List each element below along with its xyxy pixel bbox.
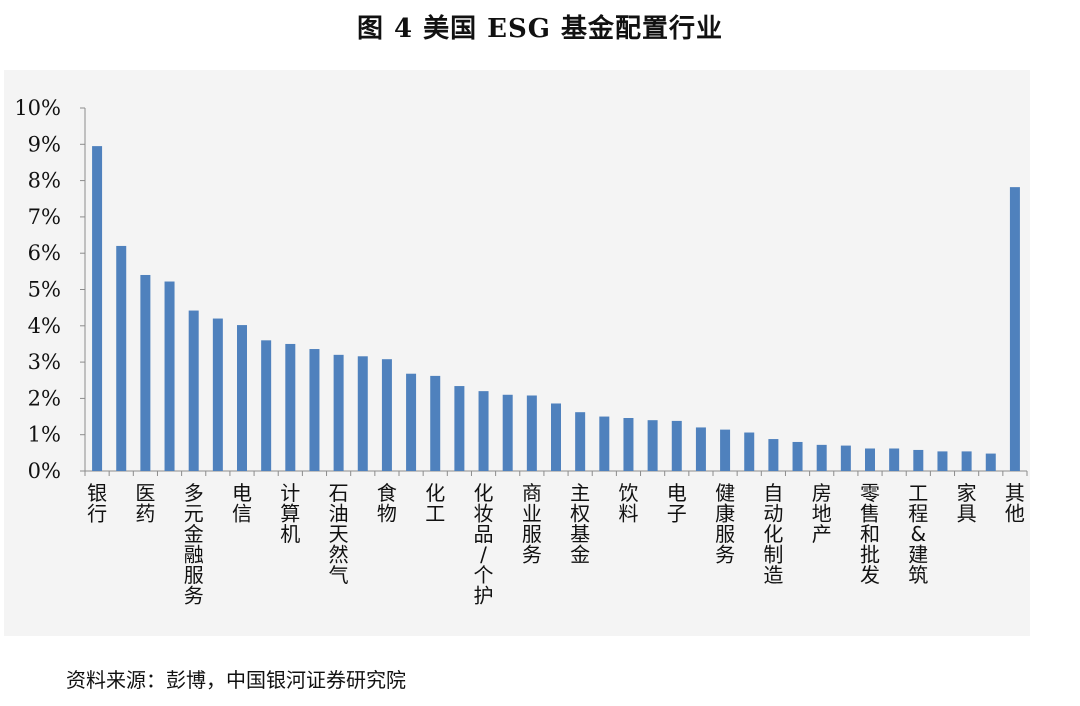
x-tick-label: 石油天然气 <box>329 481 349 587</box>
bar <box>671 420 682 471</box>
bar <box>502 394 513 471</box>
bar <box>744 432 755 471</box>
bar <box>865 448 875 471</box>
y-tick-label: 4% <box>28 314 61 338</box>
bar <box>188 310 199 471</box>
x-tick-label: 银行 <box>87 481 107 526</box>
bar <box>1009 187 1020 471</box>
x-tick-label: 房地产 <box>812 481 832 546</box>
x-tick-label: 自动化制造 <box>763 481 783 587</box>
bar <box>937 451 948 471</box>
bar <box>212 318 223 471</box>
x-tick-label: 商业服务 <box>522 481 542 567</box>
bar <box>309 349 320 471</box>
bar <box>406 373 417 471</box>
bar <box>333 354 344 471</box>
bar <box>961 451 972 471</box>
x-tick-label: 化妆品/个护 <box>474 481 494 608</box>
bar <box>647 420 658 471</box>
bar <box>551 403 561 471</box>
x-tick-label: 工程&建筑 <box>908 481 928 587</box>
bar <box>357 356 368 471</box>
bar <box>599 416 610 471</box>
bar <box>695 427 706 471</box>
x-tick-label: 家具 <box>957 481 977 526</box>
bar <box>237 325 247 471</box>
chart-title: 图 4 美国 ESG 基金配置行业 <box>356 14 724 44</box>
x-tick-label: 其他 <box>1005 481 1025 526</box>
y-tick-label: 5% <box>28 278 61 302</box>
bar <box>116 245 127 471</box>
y-tick-label: 2% <box>28 386 61 410</box>
bar <box>623 418 634 471</box>
x-tick-label: 化工 <box>425 481 445 526</box>
bar <box>164 281 175 471</box>
bar <box>430 375 441 471</box>
bar <box>526 395 537 471</box>
bar <box>454 386 465 471</box>
x-tick-label: 电子 <box>667 481 687 526</box>
bar <box>140 274 151 471</box>
bar <box>768 439 779 471</box>
bar <box>285 343 296 471</box>
bar <box>381 359 392 471</box>
x-tick-label: 食物 <box>377 481 397 526</box>
x-tick-label: 电信 <box>232 481 252 526</box>
bar <box>720 429 731 471</box>
bar <box>840 445 851 471</box>
bar <box>792 441 803 471</box>
bar <box>92 146 103 472</box>
y-tick-label: 7% <box>28 205 61 229</box>
plot-area <box>4 70 1030 636</box>
y-tick-label: 3% <box>28 350 61 374</box>
bar <box>261 340 272 471</box>
bar <box>816 444 827 471</box>
x-tick-label: 计算机 <box>280 481 300 546</box>
x-tick-label: 主权基金 <box>570 481 590 567</box>
y-tick-label: 6% <box>28 241 61 265</box>
x-tick-label: 零售和批发 <box>860 481 880 587</box>
bar <box>575 412 586 471</box>
bar <box>985 453 996 471</box>
x-tick-label: 健康服务 <box>715 481 735 567</box>
y-tick-label: 8% <box>28 169 61 193</box>
source-note: 资料来源：彭博，中国银河证券研究院 <box>66 668 406 692</box>
bar <box>478 391 489 471</box>
bar <box>913 449 924 471</box>
x-tick-label: 医药 <box>135 481 155 526</box>
y-tick-label: 0% <box>28 459 61 483</box>
bar <box>889 448 900 471</box>
y-tick-label: 1% <box>28 423 61 447</box>
y-tick-label: 9% <box>28 132 61 156</box>
x-tick-label: 多元金融服务 <box>184 481 204 608</box>
x-tick-label: 饮料 <box>618 481 638 526</box>
y-tick-label: 10% <box>14 96 61 120</box>
